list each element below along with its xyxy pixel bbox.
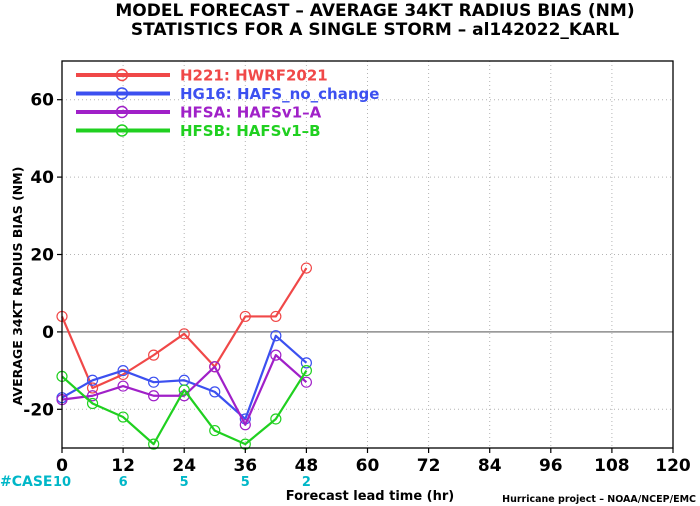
- x-tick-label: 120: [655, 456, 691, 476]
- case-count: 5: [241, 475, 250, 490]
- series-line: [61, 370, 308, 446]
- x-tick-label: 24: [172, 456, 196, 476]
- x-tick-label: 12: [111, 456, 135, 476]
- legend-swatch-marker: [115, 105, 129, 119]
- credit-text: Hurricane project – NOAA/NCEP/EMC: [502, 494, 696, 505]
- series-3: [56, 349, 312, 431]
- chart-title-line1: MODEL FORECAST – AVERAGE 34KT RADIUS BIA…: [115, 1, 634, 21]
- data-point: [270, 330, 282, 342]
- data-point: [117, 380, 129, 392]
- data-point: [86, 382, 99, 394]
- data-point: [209, 424, 221, 437]
- data-point: [148, 390, 160, 402]
- data-point: [178, 384, 190, 396]
- case-count: 2: [302, 475, 311, 490]
- data-point: [209, 361, 221, 373]
- series-line: [61, 354, 308, 426]
- case-label: #CASE: [0, 474, 53, 490]
- data-point: [148, 438, 160, 450]
- data-point: [148, 376, 160, 388]
- data-point: [270, 310, 282, 323]
- x-tick-label: 48: [295, 456, 319, 476]
- y-tick-label: 20: [30, 246, 54, 266]
- legend-label: HFSA: HAFSv1–A: [180, 104, 322, 122]
- case-count: 5: [180, 475, 189, 490]
- data-point: [148, 349, 160, 361]
- series-line: [60, 267, 308, 390]
- legend-item: HFSA: HAFSv1–A: [76, 104, 322, 122]
- x-tick-label: 84: [478, 456, 502, 476]
- legend-label: HG16: HAFS_no_change: [180, 85, 379, 103]
- y-tick-label: 40: [30, 168, 54, 188]
- grid: [62, 61, 673, 448]
- data-point: [117, 365, 129, 377]
- data-point: [86, 374, 99, 386]
- chart-title-line2: STATISTICS FOR A SINGLE STORM – al142022…: [131, 20, 619, 40]
- legend-swatch-marker: [115, 68, 129, 82]
- x-tick-label: 108: [594, 456, 630, 476]
- data-point: [178, 328, 190, 340]
- data-point: [300, 365, 312, 377]
- series-4: [56, 365, 312, 450]
- legend-item: HG16: HAFS_no_change: [76, 85, 379, 103]
- data-point: [270, 349, 282, 361]
- series-line: [61, 334, 308, 421]
- legend-swatch-marker: [115, 87, 129, 100]
- case-count: 6: [119, 475, 128, 490]
- data-point: [239, 310, 251, 323]
- data-point: [300, 262, 312, 274]
- data-point: [117, 368, 129, 381]
- legend-label: H221: HWRF2021: [180, 67, 328, 85]
- data-point: [300, 376, 312, 388]
- data-point: [239, 419, 251, 431]
- data-point: [270, 413, 282, 425]
- x-tick-label: 36: [233, 456, 257, 476]
- y-tick-label: -20: [23, 400, 54, 420]
- data-point: [117, 411, 129, 423]
- case-count: 10: [53, 475, 71, 490]
- legend-item: HFSB: HAFSv1–B: [76, 122, 321, 140]
- data-point: [86, 397, 99, 410]
- legend-label: HFSB: HAFSv1–B: [180, 122, 321, 140]
- data-point: [209, 386, 221, 398]
- data-point: [300, 357, 312, 369]
- y-tick-label: 60: [30, 91, 54, 111]
- x-tick-label: 96: [539, 456, 563, 476]
- y-tick-label: 0: [42, 323, 54, 343]
- legend-swatch-marker: [115, 124, 129, 137]
- x-tick-label: 72: [417, 456, 441, 476]
- x-tick-label: 60: [356, 456, 380, 476]
- series-group: [56, 262, 312, 450]
- x-axis-label: Forecast lead time (hr): [286, 489, 454, 504]
- y-axis-label: AVERAGE 34KT RADIUS BIAS (NM): [10, 167, 25, 406]
- legend-item: H221: HWRF2021: [76, 67, 328, 85]
- data-point: [86, 390, 99, 402]
- axes: 0 12 24 36 48 60 72 84 96 108 120 -20 0 20 40 60: [23, 91, 691, 476]
- case-counts: 10 6 5 5 2: [53, 475, 311, 490]
- x-tick-label: 0: [56, 456, 68, 476]
